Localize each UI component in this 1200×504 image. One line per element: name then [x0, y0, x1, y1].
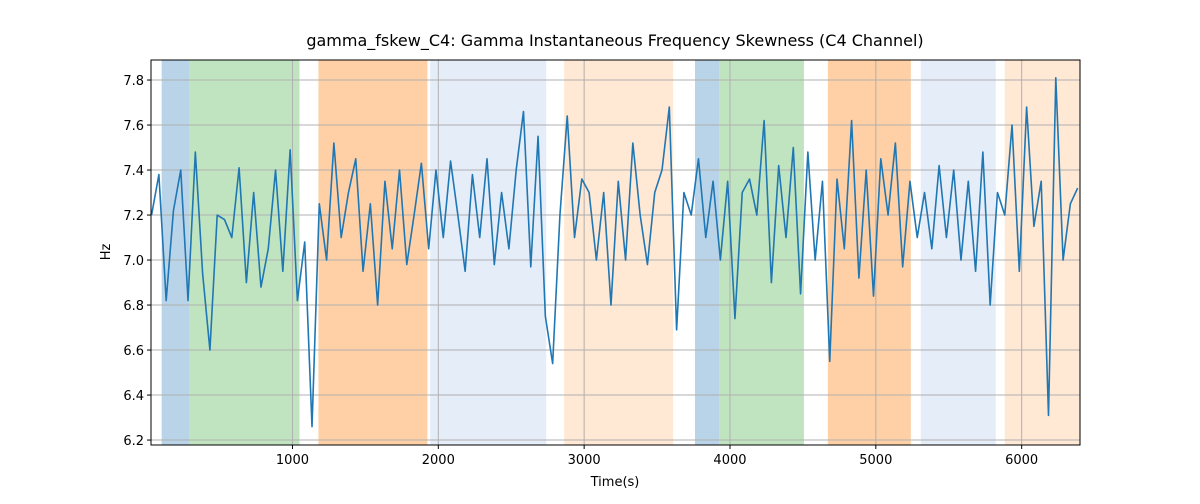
x-tick-label: 1000	[276, 453, 309, 468]
span	[827, 60, 911, 445]
span	[564, 60, 674, 445]
span	[318, 60, 428, 445]
y-tick-label: 7.8	[123, 74, 144, 89]
plot-frame	[150, 59, 1081, 446]
span	[1004, 60, 1080, 445]
x-axis-label: Time(s)	[590, 475, 640, 490]
y-tick-label: 7.2	[123, 209, 144, 224]
span	[920, 60, 996, 445]
x-tick-label: 4000	[713, 453, 746, 468]
chart-title: gamma_fskew_C4: Gamma Instantaneous Freq…	[306, 31, 923, 51]
y-tick-label: 6.6	[123, 344, 144, 359]
y-tick-label: 6.2	[123, 434, 144, 449]
y-tick-label: 6.8	[123, 299, 144, 314]
y-axis-label: Hz	[99, 244, 114, 261]
span	[694, 60, 720, 445]
span	[719, 60, 804, 445]
y-tick-label: 7.0	[123, 254, 144, 269]
x-tick-label: 2000	[422, 453, 455, 468]
y-tick-label: 7.4	[123, 164, 144, 179]
x-tick-label: 3000	[568, 453, 601, 468]
x-tick-label: 5000	[859, 453, 892, 468]
x-tick-label: 6000	[1005, 453, 1038, 468]
y-tick-label: 7.6	[123, 119, 144, 134]
line-series	[151, 76, 1079, 428]
span	[430, 60, 547, 445]
y-tick-label: 6.4	[123, 389, 144, 404]
